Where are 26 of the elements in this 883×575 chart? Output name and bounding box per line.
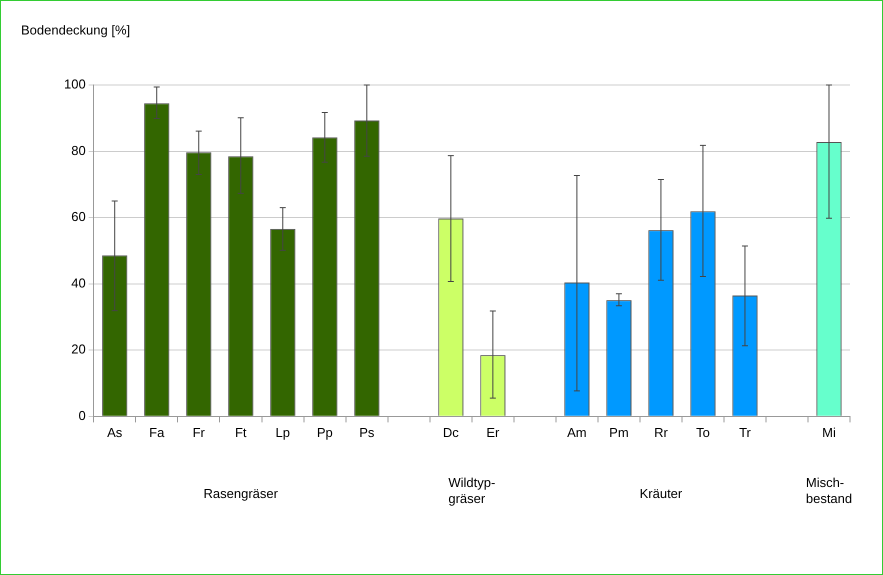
y-tick-label: 100 [64, 76, 86, 92]
x-tick-label: To [696, 424, 710, 440]
y-tick-label: 20 [71, 342, 86, 357]
y-tick-label: 0 [78, 408, 86, 423]
x-tick-label: Fr [192, 424, 206, 440]
y-tick-label: 40 [71, 275, 86, 290]
x-tick-label: Lp [276, 424, 290, 440]
text: Kräuter [640, 486, 683, 501]
x-tick-label: Am [567, 424, 587, 440]
x-tick-label: Pm [609, 424, 629, 440]
text: Misch- bestand [806, 474, 852, 506]
x-tick-label: Tr [739, 424, 752, 440]
y-tick-label: 80 [71, 142, 86, 158]
y-axis-title: Bodendeckung [%] [21, 22, 130, 38]
x-tick-label: Pp [316, 424, 333, 440]
x-tick-label: Fa [149, 424, 166, 440]
x-tick-label: Er [486, 424, 500, 440]
x-tick-label: Ft [234, 424, 247, 440]
x-tick-label: Rr [654, 424, 668, 440]
y-tick-label: 60 [71, 209, 86, 224]
x-tick-label: Mi [822, 424, 836, 440]
x-tick-label: As [107, 424, 123, 440]
text: Wildtyp- gräser [448, 474, 496, 506]
x-tick-label: Ps [359, 424, 375, 440]
text: Rasengräser [204, 486, 279, 501]
x-tick-label: Dc [442, 424, 460, 440]
